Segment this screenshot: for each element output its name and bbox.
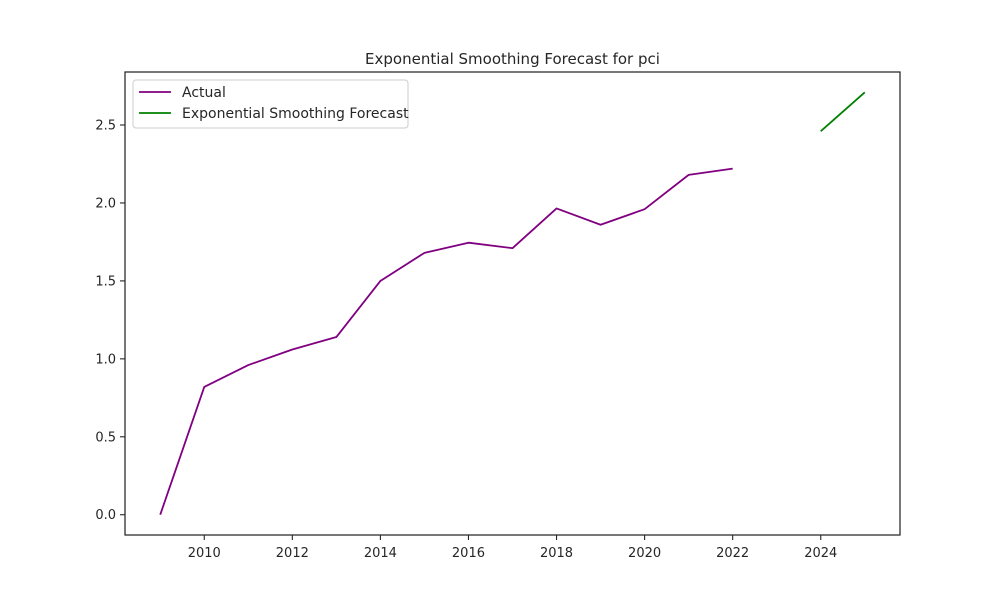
x-tick-label-1: 2012 [276, 546, 309, 561]
y-tick-label-4: 2.0 [95, 196, 116, 211]
x-tick-label-3: 2016 [452, 546, 485, 561]
y-tick-label-0: 0.0 [95, 508, 116, 523]
x-axis: 2010 2012 2014 2016 2018 2020 2022 2024 [188, 535, 837, 561]
x-tick-label-6: 2022 [716, 546, 749, 561]
legend-label-0: Actual [182, 85, 226, 101]
legend-box [132, 79, 409, 129]
y-tick-label-5: 2.5 [95, 119, 116, 134]
chart-title: Exponential Smoothing Forecast for pci [365, 50, 660, 68]
y-tick-label-1: 0.5 [95, 430, 116, 445]
series-layer [159, 91, 866, 516]
x-tick-label-5: 2020 [628, 546, 661, 561]
plot-frame [124, 71, 901, 536]
x-tick-label-4: 2018 [540, 546, 573, 561]
y-tick-label-3: 1.5 [95, 274, 116, 289]
x-tick-label-2: 2014 [364, 546, 397, 561]
series-line-1 [820, 91, 866, 132]
y-axis: 0.0 0.5 1.0 1.5 2.0 2.5 [95, 119, 125, 523]
x-tick-label-0: 2010 [188, 546, 221, 561]
y-tick-label-2: 1.0 [95, 352, 116, 367]
legend: Actual Exponential Smoothing Forecast [132, 79, 409, 129]
plot-area [125, 72, 900, 535]
x-tick-label-7: 2024 [804, 546, 837, 561]
series-line-0 [159, 167, 733, 516]
legend-label-1: Exponential Smoothing Forecast [182, 106, 409, 122]
